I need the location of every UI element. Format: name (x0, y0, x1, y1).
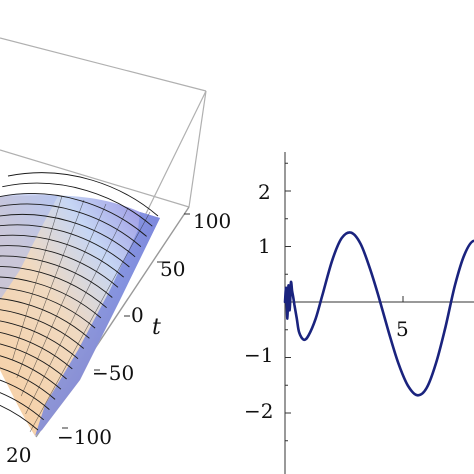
surface-right-flank (35, 212, 160, 436)
mesh-line (0, 331, 73, 370)
mesh-line (0, 266, 107, 309)
mesh-line (0, 355, 62, 390)
y-tick-label: −1 (244, 343, 273, 367)
surface-body (0, 195, 160, 436)
t-axis: 100 50 0 −50 −100 t (57, 209, 231, 449)
mesh-line (0, 287, 96, 329)
mesh-line (0, 392, 44, 421)
mesh-line (0, 193, 147, 237)
t-tick-label: −50 (92, 361, 134, 385)
t-tick-label: −100 (57, 425, 112, 449)
t-axis-label: t (152, 315, 161, 340)
mesh-line (0, 405, 39, 431)
x-tick-label: 20 (6, 443, 31, 467)
mesh-line (16, 199, 85, 379)
mesh-line (0, 203, 142, 247)
y-tick-label: 2 (258, 180, 271, 204)
axis-ticks (285, 162, 404, 442)
mesh-line (0, 224, 130, 268)
line-plot: 2 1 −1 −2 5 (244, 152, 474, 474)
mesh-line (0, 320, 79, 360)
mesh-line (25, 207, 129, 415)
y-tick-label: −2 (244, 399, 273, 423)
mesh-line (0, 234, 124, 278)
mesh-line (0, 343, 67, 380)
t-tick-label: 50 (160, 257, 185, 281)
y-tick-label: 1 (258, 234, 271, 258)
mesh-line (0, 255, 113, 298)
surface-plot-3d: 100 50 0 −50 −100 t 20 (0, 37, 231, 467)
mesh-line (0, 367, 56, 400)
t-tick-label: 0 (131, 303, 144, 327)
mesh-line (29, 211, 151, 433)
mesh-line (0, 298, 90, 339)
mesh-line (0, 309, 84, 349)
x-axis: 20 (6, 443, 31, 467)
mesh-line (0, 276, 102, 319)
mesh-line (20, 203, 107, 397)
mesh-line (0, 379, 50, 410)
box-edge (188, 90, 207, 208)
box-edge (0, 37, 207, 92)
surface-mesh (0, 172, 159, 433)
mesh-line (12, 195, 63, 361)
x-tick-label: 5 (396, 317, 409, 341)
mesh-line (7, 172, 159, 217)
mesh-line (2, 182, 153, 227)
surface-left-ridge (0, 193, 58, 300)
t-tick-label: 100 (193, 209, 231, 233)
series-line (283, 231, 474, 397)
mesh-line (0, 214, 136, 258)
mesh-line (0, 245, 119, 288)
box-edge (0, 149, 190, 208)
